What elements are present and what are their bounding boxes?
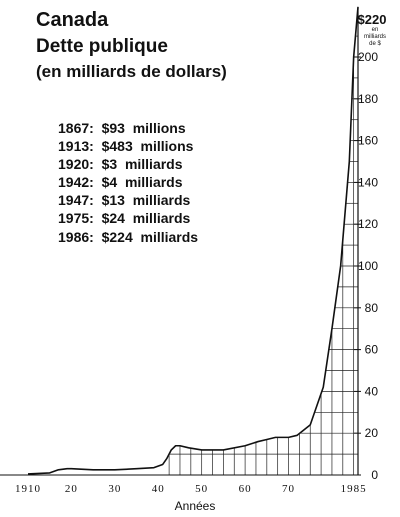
- y-axis-unit-label: $220: [358, 12, 387, 27]
- y-tick-label: 180: [358, 92, 378, 106]
- chart-title-line-2: Dette publique: [36, 36, 168, 57]
- axes-layer: [0, 8, 359, 476]
- y-tick-label: 40: [365, 384, 379, 398]
- y-tick-label: 200: [358, 50, 378, 64]
- x-tick-label: 1985: [341, 483, 367, 495]
- x-tick-label: 60: [239, 483, 252, 495]
- y-axis-unit-sub-2: milliards: [364, 34, 386, 40]
- y-axis-unit-sub-1: en: [372, 27, 379, 33]
- curve-layer: [27, 6, 359, 475]
- grid-layer: [168, 35, 358, 475]
- note-1867: 1867: $93 millions: [58, 120, 186, 136]
- y-tick-label: 80: [365, 301, 379, 315]
- note-1920: 1920: $3 milliards: [58, 156, 183, 172]
- note-1986: 1986: $224 milliards: [58, 229, 198, 245]
- y-tick-label: 160: [358, 134, 378, 148]
- debt-curve-line: [27, 6, 359, 475]
- x-axis-label: Années: [175, 499, 216, 513]
- x-tick-label: 70: [282, 483, 295, 495]
- x-tick-label: 20: [65, 483, 78, 495]
- y-axis-unit-sub-3: de $: [369, 41, 381, 47]
- note-1942: 1942: $4 milliards: [58, 174, 183, 190]
- y-tick-labels: 0 20 40 60 80 100 120 140 160 180 200: [354, 50, 378, 482]
- y-tick-label: 0: [371, 468, 378, 482]
- y-tick-label: 60: [365, 343, 379, 357]
- y-tick-label: 140: [358, 175, 378, 189]
- y-tick-label: 120: [358, 217, 378, 231]
- x-tick-label: 1910: [15, 483, 41, 495]
- note-1947: 1947: $13 milliards: [58, 192, 191, 208]
- note-1975: 1975: $24 milliards: [58, 210, 191, 226]
- x-tick-labels: 1910 20 30 40 50 60 70 1985: [15, 483, 367, 495]
- x-tick-label: 30: [108, 483, 121, 495]
- x-tick-label: 40: [152, 483, 165, 495]
- x-tick-label: 50: [195, 483, 208, 495]
- note-1913: 1913: $483 millions: [58, 138, 194, 154]
- y-tick-label: 100: [358, 259, 378, 273]
- y-tick-label: 20: [365, 426, 379, 440]
- chart-title-line-3: (en milliards de dollars): [36, 62, 227, 81]
- chart-title-line-1: Canada: [36, 9, 109, 31]
